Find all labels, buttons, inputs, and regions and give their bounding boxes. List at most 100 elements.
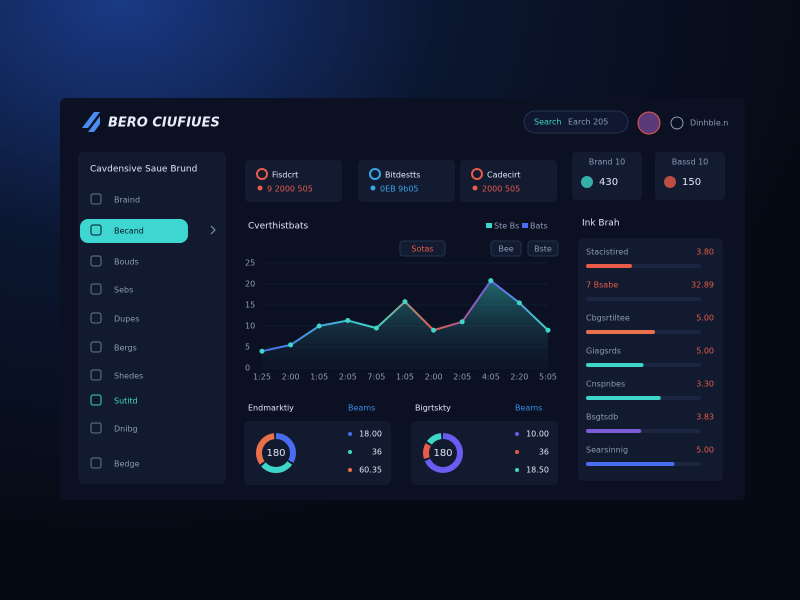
donut-center: 180 [266, 448, 285, 459]
user-name[interactable]: Dinhble.n [690, 119, 728, 128]
x-tick-label: 2:00 [425, 373, 443, 382]
nav-item[interactable]: Sutitd [114, 397, 138, 406]
card-icon [256, 168, 268, 180]
nav-item[interactable]: Dnibg [114, 425, 138, 434]
nav-arrow [210, 225, 216, 235]
donut-segment [256, 433, 296, 473]
legend-dot [515, 450, 519, 454]
donut-legend: 18.00 [359, 430, 382, 439]
mini-value: 150 [682, 177, 701, 188]
insight-value: 3.83 [696, 413, 714, 422]
bar-fill [586, 363, 644, 367]
chart-button[interactable] [490, 240, 522, 257]
x-tick-label: 1:25 [253, 373, 271, 382]
legend-dot [348, 468, 352, 472]
card-sub: 9 2000 505 [267, 185, 313, 194]
bar-fill [586, 330, 655, 334]
search-box[interactable] [523, 110, 629, 134]
nav-item[interactable]: Shedes [114, 372, 143, 381]
y-tick-label: 20 [245, 280, 255, 289]
donut-segment [256, 433, 296, 473]
point [316, 323, 322, 329]
stat-card [245, 160, 342, 202]
card-icon [471, 168, 483, 180]
card-sub: 0EB 9b05 [380, 185, 419, 194]
nav-item[interactable]: Braind [114, 196, 140, 205]
donut-legend: 60.35 [359, 466, 382, 475]
chart-button[interactable] [399, 240, 446, 257]
insight-label: Bsgtsdb [586, 413, 618, 422]
nav-icon [90, 193, 102, 205]
nav-item[interactable]: Dupes [114, 315, 139, 324]
donut-link[interactable]: Beams [348, 404, 375, 413]
stat-card [460, 160, 557, 202]
bar-fill [586, 429, 642, 433]
stat-card [358, 160, 455, 202]
mini-value: 430 [599, 177, 618, 188]
insight-value: 3.30 [696, 380, 714, 389]
insight-value: 5.00 [696, 347, 714, 356]
insight-value: 5.00 [696, 314, 714, 323]
chart-button[interactable] [527, 240, 559, 257]
insights-title: Ink Brah [582, 219, 620, 229]
y-tick-label: 15 [245, 301, 255, 310]
point [516, 300, 522, 306]
brand: BERO CIUFIUES [108, 116, 220, 131]
insight-label: Giagsrds [586, 347, 621, 356]
x-tick-label: 2:05 [339, 373, 357, 382]
card-dot [370, 185, 376, 191]
nav-icon [90, 394, 102, 406]
nav-item[interactable]: Bedge [114, 460, 140, 469]
legend-swatch [486, 223, 492, 228]
insight-label: 7 Bsabe [586, 281, 618, 290]
mini-label: Bassd 10 [672, 158, 709, 167]
x-tick-label: 4:05 [482, 373, 500, 382]
sidebar-title: Cavdensive Saue Brund [90, 165, 197, 175]
chart-button-label: Bee [498, 245, 513, 254]
bar-track [586, 297, 701, 301]
chart-button-label: Bste [534, 245, 552, 254]
point [373, 325, 379, 331]
x-tick-label: 2:05 [453, 373, 471, 382]
x-tick-label: 1:05 [310, 373, 328, 382]
nav-item[interactable]: Bouds [114, 258, 139, 267]
point [288, 342, 294, 348]
donut-legend: 18.50 [526, 466, 549, 475]
donut-link[interactable]: Beams [515, 404, 542, 413]
nav-item[interactable]: Bergs [114, 344, 137, 353]
insight-label: Cnspnbes [586, 380, 625, 389]
logo [82, 112, 100, 132]
donut-segment [423, 433, 463, 473]
insight-value: 3.80 [696, 248, 714, 257]
nav-active[interactable] [80, 219, 188, 243]
bar-fill [586, 264, 632, 268]
bar-fill [586, 396, 661, 400]
donut-legend: 36 [539, 448, 549, 457]
card-title: Fisdcrt [272, 171, 298, 180]
mini-icon [581, 176, 593, 188]
legend-dot [515, 468, 519, 472]
point [459, 319, 465, 325]
avatar[interactable] [637, 111, 661, 135]
nav-icon [90, 312, 102, 324]
sidebar [78, 152, 226, 484]
insight-value: 5.00 [696, 446, 714, 455]
point [431, 327, 437, 333]
card-dot [257, 185, 263, 191]
chart-title: Cverthistbats [248, 222, 309, 232]
nav-icon [90, 422, 102, 434]
mini-card [572, 152, 642, 200]
nav-item[interactable]: Becand [114, 227, 144, 236]
card-title: Bitdestts [385, 171, 420, 180]
nav-item[interactable]: Sebs [114, 286, 133, 295]
insight-label: Searsinnig [586, 446, 628, 455]
nav-icon [90, 457, 102, 469]
search-label: Search [534, 118, 561, 127]
donut-title: Endmarktiy [248, 404, 294, 413]
insight-label: Stacistired [586, 248, 628, 257]
legend-dot [348, 432, 352, 436]
nav-icon [90, 224, 102, 236]
legend-label: Ste Bs [494, 222, 519, 231]
